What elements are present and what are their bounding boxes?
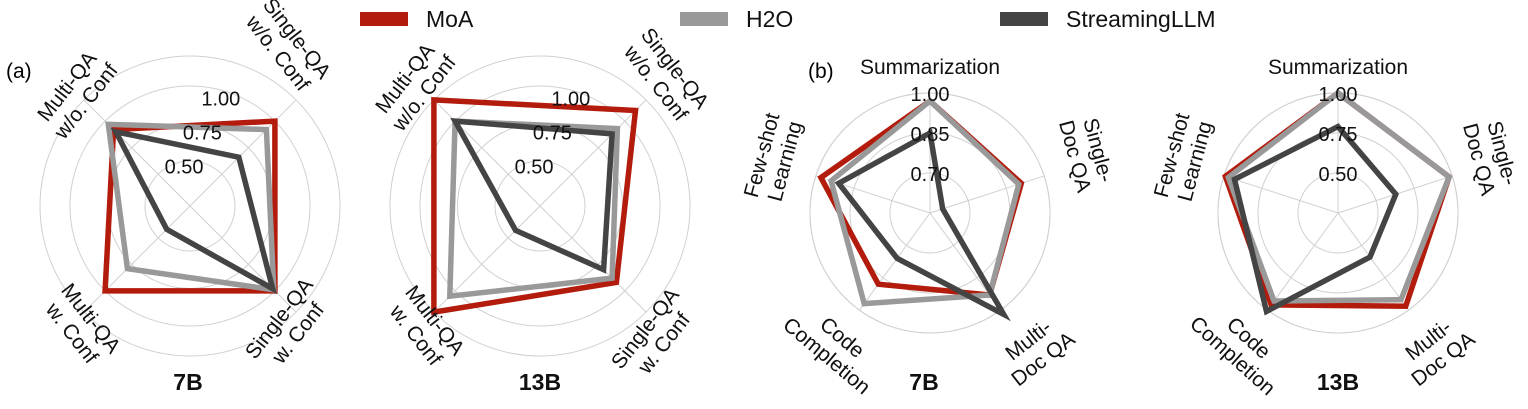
axis-label-3: Multi-Doc QA: [993, 309, 1080, 391]
chart-title: 7B: [909, 369, 938, 395]
legend-item-moa: MoA: [360, 4, 473, 34]
grid-spoke-5: [1223, 175, 1339, 214]
axis-label-4: CodeCompletion: [778, 295, 890, 399]
axis-label-1: Single-QAw/o. Conf: [239, 0, 335, 98]
series-h2o: [827, 97, 1022, 307]
axis-label-1: Summarization: [1268, 56, 1408, 79]
grid-spoke-4: [83, 99, 191, 207]
series-h2o: [1225, 89, 1453, 304]
grid-spoke-4: [859, 212, 931, 311]
tick-label-3: 1.00: [1319, 84, 1358, 106]
axis-label-4: Multi-QAw/o. Conf: [368, 36, 460, 136]
radar-panel-3: 0.70 0.85 1.00 Summarization Single-Doc QA Mu…: [740, 56, 1118, 399]
axis-label-3: Multi-Doc QA: [1393, 309, 1480, 391]
legend-swatch-h2o: [680, 12, 728, 26]
radar-panel-2: 0.500.751.00 Single-QAw/o. ConfSingle-QAw…: [368, 24, 713, 395]
axis-label-5: Few-shotLearning: [740, 110, 808, 206]
grid-circle-3: [69, 85, 311, 327]
legend-label-streamingllm: StreamingLLM: [1066, 5, 1216, 32]
radar-panel-4: 0.50 0.75 1.00 Summarization Single-Doc QA Mu…: [1150, 56, 1522, 400]
axis-label-1: Summarization: [860, 56, 1000, 79]
panel-label-a: (a): [6, 60, 32, 83]
grid-spoke-4: [433, 99, 541, 207]
legend-swatch-moa: [360, 12, 408, 26]
grid-circle-1: [494, 160, 586, 252]
legend-label-moa: MoA: [426, 5, 474, 32]
panel-label-b: (b): [808, 60, 834, 83]
legend-item-h2o: H2O: [680, 4, 793, 34]
axis-label-line: Summarization: [1268, 56, 1408, 79]
chart-title: 13B: [1317, 369, 1359, 395]
tick-label-1: 0.50: [165, 156, 204, 178]
chart-title: 13B: [519, 369, 561, 395]
legend: MoA H2O StreamingLLM: [0, 0, 1528, 40]
grid-spoke-2: [189, 205, 297, 313]
grid-spoke-3: [83, 205, 191, 313]
legend-label-h2o: H2O: [746, 5, 794, 32]
axis-label-2: Single-QAw. Conf: [607, 284, 703, 388]
grid-spoke-2: [539, 205, 647, 313]
grid-spoke-4: [1267, 212, 1339, 311]
tick-label-2: 0.85: [911, 124, 950, 146]
tick-label-2: 0.75: [183, 122, 222, 144]
series-streamingllm: [834, 128, 1011, 322]
tick-label-1: 0.50: [1319, 164, 1358, 186]
grid-circle-1: [144, 160, 236, 252]
grid-circle-outer: [39, 55, 341, 357]
grid-spoke-1: [539, 99, 647, 207]
grid-spoke-5: [815, 175, 931, 214]
axis-label-2: Single-Doc QA: [1054, 112, 1118, 195]
axis-label-line: Summarization: [860, 56, 1000, 79]
axis-label-5: Few-shotLearning: [1150, 110, 1218, 206]
tick-label-3: 1.00: [551, 89, 590, 111]
chart-title: 7B: [173, 369, 202, 395]
tick-label-1: 0.70: [911, 164, 950, 186]
axis-label-4: CodeCompletion: [1185, 294, 1295, 400]
grid-spoke-2: [929, 175, 1045, 214]
grid-circle-outer: [389, 55, 691, 357]
grid-spoke-1: [189, 99, 297, 207]
grid-circle-3: [419, 85, 661, 327]
tick-label-2: 0.75: [1319, 124, 1358, 146]
series-streamingllm: [450, 117, 616, 274]
axis-label-2: Single-Doc QA: [1458, 115, 1522, 198]
series-streamingllm: [110, 127, 277, 295]
legend-item-streamingllm: StreamingLLM: [1000, 4, 1216, 34]
tick-label-2: 0.75: [533, 122, 572, 144]
tick-label-3: 1.00: [201, 89, 240, 111]
tick-label-3: 1.00: [911, 84, 950, 106]
tick-label-1: 0.50: [515, 156, 554, 178]
series-moa: [431, 97, 639, 316]
grid-spoke-3: [1337, 212, 1409, 311]
legend-swatch-streamingllm: [1000, 12, 1048, 26]
series-streamingllm: [1231, 123, 1399, 316]
series-h2o: [105, 121, 277, 293]
